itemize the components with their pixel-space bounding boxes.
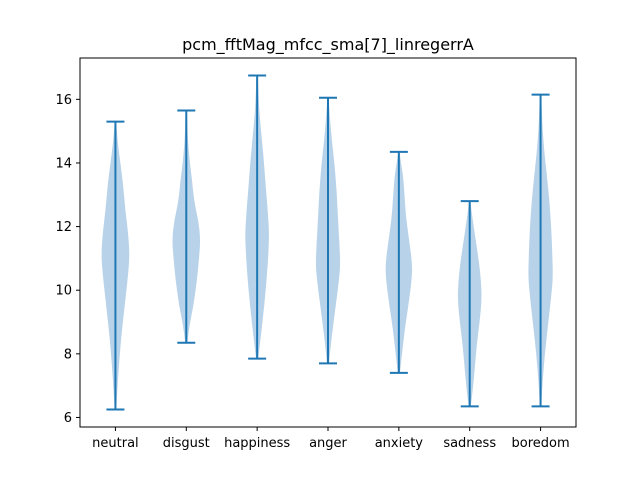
- x-axis: neutral disgust happiness anger anxiety sadne…: [92, 427, 570, 451]
- y-tick-label: 6: [64, 411, 72, 426]
- x-tick-label-boredom: boredom: [512, 436, 570, 451]
- y-tick-label: 8: [64, 347, 72, 362]
- violin-group: [101, 74, 553, 411]
- y-tick-label: 16: [55, 93, 72, 108]
- chart-title: pcm_fftMag_mfcc_sma[7]_linregerrA: [182, 35, 474, 55]
- x-tick-label-happiness: happiness: [224, 436, 290, 451]
- x-tick-label-disgust: disgust: [163, 436, 210, 451]
- y-axis: 6 8 10 12 14 16: [55, 93, 80, 426]
- x-tick-label-anxiety: anxiety: [375, 436, 424, 451]
- x-tick-label-sadness: sadness: [443, 436, 496, 451]
- plot-frame: [79, 57, 577, 428]
- x-tick-label-neutral: neutral: [92, 436, 139, 451]
- x-tick-label-anger: anger: [309, 436, 347, 451]
- y-tick-label: 10: [55, 284, 72, 299]
- y-tick-label: 12: [55, 220, 72, 235]
- y-tick-label: 14: [55, 156, 72, 171]
